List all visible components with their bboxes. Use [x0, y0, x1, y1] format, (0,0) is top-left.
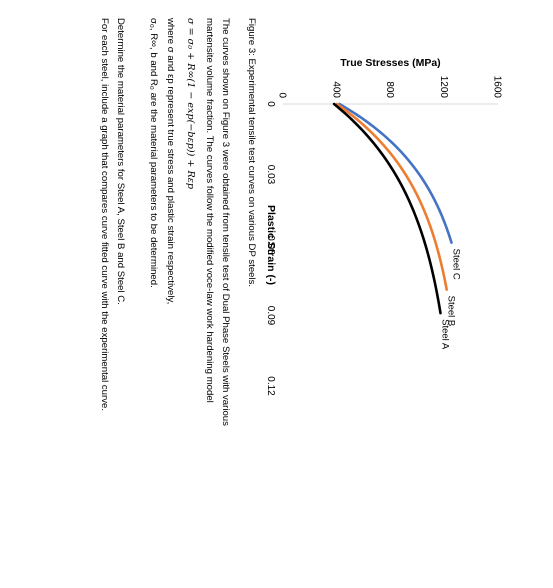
- x-tick-label: 0.09: [265, 306, 276, 326]
- series-line-steel-c: [338, 102, 453, 244]
- x-tick-label: 0.06: [265, 235, 276, 255]
- x-tick-label: 0: [265, 101, 276, 107]
- task-line-2: For each steel, include a graph that com…: [99, 18, 110, 412]
- y-tick-label: 1600: [492, 76, 503, 99]
- paragraph-line-2: martensite volume fraction. The curves f…: [204, 18, 215, 403]
- y-tick-label: 1200: [438, 76, 449, 99]
- series-line-steel-a: [332, 102, 442, 315]
- series-line-steel-b: [335, 102, 448, 291]
- y-tick-label: 800: [384, 81, 395, 98]
- figure-caption: Figure 3: Experimental tensile test curv…: [246, 18, 257, 288]
- x-tick-label: 0.12: [265, 376, 276, 396]
- voce-equation: σ = σ₀ + R∞(1 − exp(−bεp)) + Rεp: [185, 18, 196, 189]
- y-tick-label: 0: [277, 92, 288, 98]
- y-tick-label: 400: [330, 81, 341, 98]
- legend-label-steel-b: Steel B: [446, 296, 457, 327]
- where-line-2: σ₀, R∞, b and R₀ are the material parame…: [148, 18, 159, 288]
- paragraph-line-1: The curves shown on Figure 3 were obtain…: [220, 18, 231, 426]
- x-axis-title: Plastic Strain (-): [265, 205, 277, 285]
- where-line-1: where σ and εp represent true stress and…: [165, 18, 176, 305]
- legend-label-steel-a: Steel A: [440, 319, 451, 350]
- legend-label-steel-c: Steel C: [450, 249, 461, 280]
- x-tick-label: 0.03: [265, 165, 276, 185]
- task-line-1: Determine the material parameters for St…: [115, 18, 126, 305]
- stress-strain-chart: 0 400 800 1200 1600 0 0.03 0.06 0.09 0.12 Steel …: [265, 57, 503, 396]
- y-axis-title: True Stresses (MPa): [340, 57, 440, 69]
